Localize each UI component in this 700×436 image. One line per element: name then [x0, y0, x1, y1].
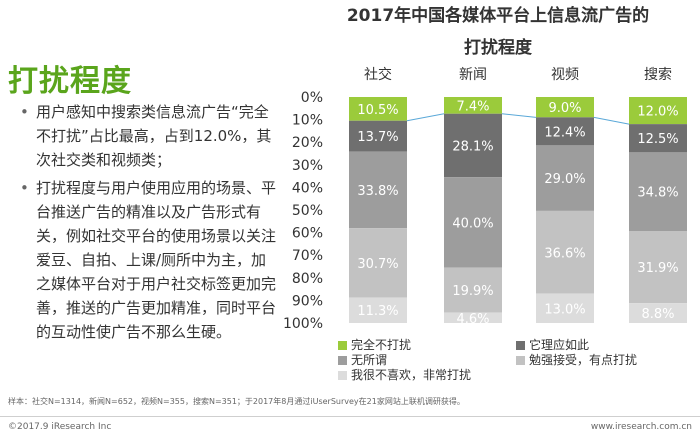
value-label: 31.9%: [637, 261, 678, 276]
bar-segment: [536, 293, 594, 323]
value-label: 28.1%: [452, 139, 493, 154]
value-label: 13.7%: [357, 130, 398, 145]
legend-label: 完全不打扰: [351, 338, 412, 352]
copyright-text: ©2017.9 iResearch Inc: [8, 422, 112, 432]
value-label: 12.5%: [637, 132, 678, 147]
y-tick-label: 70%: [292, 248, 323, 264]
legend-swatch: [338, 356, 347, 365]
bar-segment: [536, 97, 594, 118]
value-label: 4.6%: [456, 312, 489, 327]
value-label: 29.0%: [544, 172, 585, 187]
bar-segment: [629, 231, 687, 304]
y-tick-label: 100%: [283, 316, 323, 332]
bar-segment: [629, 303, 687, 323]
bar-segment: [349, 97, 407, 121]
y-tick-label: 60%: [292, 226, 323, 242]
value-label: 11.3%: [357, 304, 398, 319]
legend-label: 它理应如此: [529, 338, 590, 352]
bar-segment: [629, 97, 687, 125]
y-tick-label: 20%: [292, 135, 323, 151]
bar-segment: [629, 152, 687, 232]
legend-item: 完全不打扰: [338, 336, 411, 353]
x-category-label: 视频: [551, 67, 579, 83]
x-category-label: 社交: [364, 66, 392, 83]
connector-line: [593, 116, 630, 125]
bar-segment: [444, 177, 502, 268]
bar-segment: [444, 267, 502, 313]
y-tick-label: 90%: [292, 293, 323, 309]
bullet-list: 用户感知中搜索类信息流广告“完全不打扰”占比最高，占到12.0%，其次社交类和视…: [18, 100, 280, 348]
value-label: 12.0%: [637, 105, 678, 120]
connector-line: [501, 113, 537, 118]
y-tick-label: 40%: [292, 180, 323, 196]
value-label: 34.8%: [637, 186, 678, 201]
legend-swatch: [338, 341, 347, 350]
legend-label: 无所谓: [351, 353, 388, 367]
value-label: 36.6%: [544, 246, 585, 261]
bar-segment: [349, 151, 407, 229]
value-label: 40.0%: [452, 216, 493, 231]
value-label: 33.8%: [357, 184, 398, 199]
bar-segment: [349, 297, 407, 323]
bar-segment: [349, 120, 407, 152]
value-label: 10.5%: [357, 103, 398, 118]
bar-segment: [444, 97, 502, 114]
value-label: 8.8%: [641, 307, 674, 322]
bullet-item: 打扰程度与用户使用应用的场景、平台推送广告的精准以及广告形式有关，例如社交平台的…: [18, 176, 280, 344]
x-category-label: 新闻: [459, 67, 487, 83]
chart-title-line: 2017年中国各媒体平台上信息流广告的: [346, 6, 650, 26]
legend-label: 勉强接受，有点打扰: [529, 353, 638, 367]
bar-segment: [349, 228, 407, 298]
value-label: 19.9%: [452, 284, 493, 299]
legend-swatch: [516, 356, 525, 365]
bar-segment: [536, 210, 594, 294]
legend-item: 勉强接受，有点打扰: [516, 351, 637, 368]
legend-label: 我很不喜欢，非常打扰: [351, 368, 472, 382]
value-label: 12.4%: [544, 125, 585, 140]
chart-title: 2017年中国各媒体平台上信息流广告的 打扰程度: [318, 0, 678, 64]
value-label: 13.0%: [544, 302, 585, 317]
value-label: 30.7%: [357, 257, 398, 272]
bar-segment: [444, 312, 502, 323]
bar-segment: [536, 117, 594, 146]
chart-title-line: 打扰程度: [464, 38, 532, 58]
page-title: 打扰程度: [8, 64, 132, 99]
y-tick-label: 0%: [301, 90, 323, 106]
value-label: 9.0%: [548, 101, 581, 116]
x-category-label: 搜索: [644, 66, 672, 83]
y-tick-label: 10%: [292, 113, 323, 129]
website-link[interactable]: www.iresearch.com.cn: [590, 422, 692, 432]
sample-footnote: 样本：社交N=1314，新闻N=652，视频N=355，搜索N=351；于201…: [8, 397, 465, 406]
y-tick-label: 50%: [292, 203, 323, 219]
bar-segment: [629, 124, 687, 153]
footer-divider: [0, 416, 700, 417]
legend-swatch: [516, 341, 525, 350]
y-tick-label: 30%: [292, 158, 323, 174]
bar-segment: [444, 113, 502, 178]
legend-item: 我很不喜欢，非常打扰: [338, 366, 471, 383]
y-tick-label: 80%: [292, 271, 323, 287]
connector-line: [406, 113, 445, 122]
value-label: 7.4%: [456, 99, 489, 114]
legend-item: 无所谓: [338, 351, 387, 368]
legend-swatch: [338, 371, 347, 380]
bar-segment: [536, 145, 594, 211]
legend-item: 它理应如此: [516, 336, 589, 353]
bullet-item: 用户感知中搜索类信息流广告“完全不打扰”占比最高，占到12.0%，其次社交类和视…: [18, 100, 280, 172]
